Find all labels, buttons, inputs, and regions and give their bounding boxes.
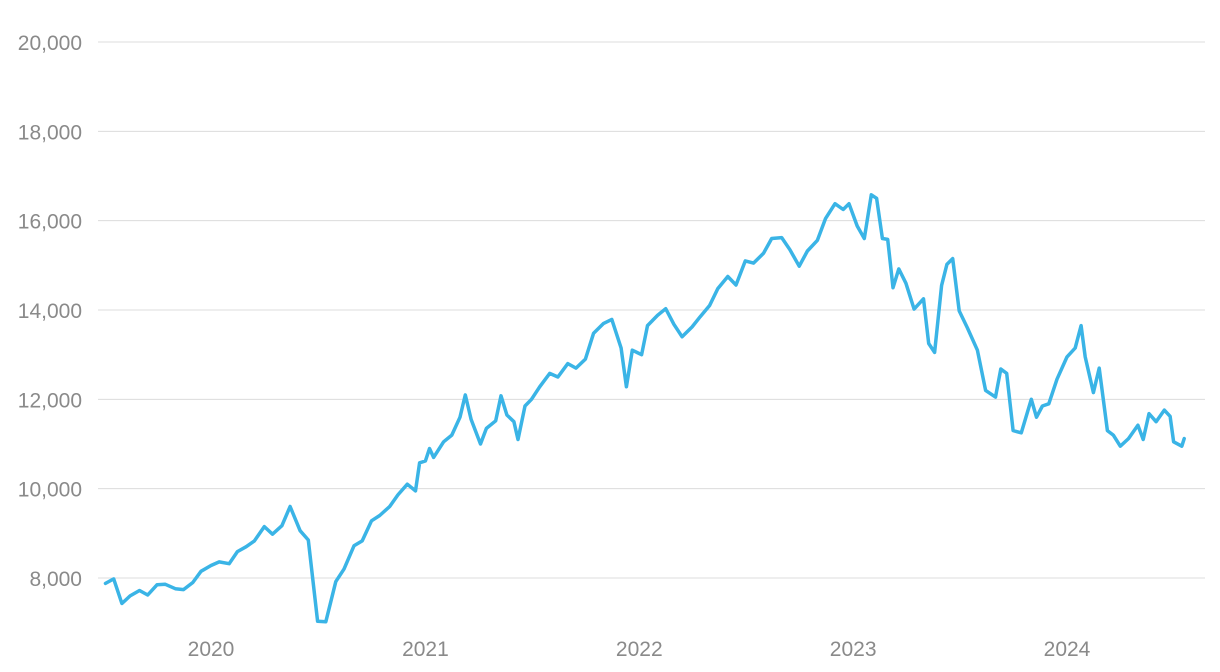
x-tick-label: 2024 xyxy=(1044,638,1091,661)
y-tick-label: 12,000 xyxy=(18,389,82,412)
grid-lines xyxy=(98,41,1205,579)
x-tick-label: 2023 xyxy=(830,638,877,661)
y-tick-label: 18,000 xyxy=(18,121,82,144)
y-axis-tick-labels: 8,000 10,000 12,000 14,000 16,000 18,000 20,00… xyxy=(18,32,82,591)
x-tick-label: 2020 xyxy=(188,638,235,661)
y-tick-label: 20,000 xyxy=(18,32,82,55)
y-tick-label: 10,000 xyxy=(18,479,82,502)
x-tick-label: 2021 xyxy=(402,638,449,661)
y-tick-label: 16,000 xyxy=(18,211,82,234)
y-tick-label: 14,000 xyxy=(18,300,82,323)
y-tick-label: 8,000 xyxy=(29,568,82,591)
series-lines xyxy=(103,193,1186,624)
series-line-0 xyxy=(103,193,1186,624)
x-axis-tick-labels: 2020 2021 2022 2023 2024 xyxy=(188,638,1091,661)
x-tick-label: 2022 xyxy=(616,638,663,661)
